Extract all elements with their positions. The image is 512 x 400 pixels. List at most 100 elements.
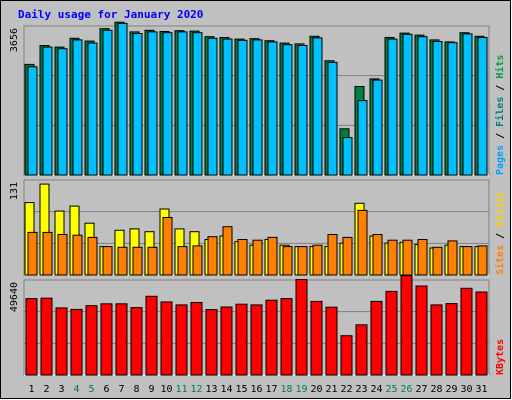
bar-top-files-11 — [177, 31, 188, 176]
bar-bottom-kbytes-8 — [130, 307, 143, 376]
bar-top-files-17 — [267, 41, 278, 176]
legend-kbytes: KBytes — [495, 339, 506, 375]
bar-middle-sites-14 — [222, 226, 233, 276]
day-label-20: 20 — [310, 384, 322, 395]
day-label-2: 2 — [43, 384, 49, 395]
day-label-5: 5 — [88, 384, 94, 395]
bar-top-files-2 — [42, 46, 53, 176]
day-label-18: 18 — [280, 384, 292, 395]
bar-middle-sites-10 — [162, 217, 173, 276]
legend-separator: / — [495, 79, 506, 97]
bar-bottom-kbytes-27 — [415, 285, 428, 376]
bar-middle-sites-30 — [462, 246, 473, 276]
bar-bottom-kbytes-29 — [445, 303, 458, 376]
bar-top-files-15 — [237, 39, 248, 176]
bar-middle-sites-12 — [192, 245, 203, 276]
bar-top-files-4 — [72, 39, 83, 176]
bar-top-files-18 — [282, 44, 293, 176]
bar-middle-sites-23 — [357, 209, 368, 276]
bar-bottom-kbytes-22 — [340, 335, 353, 376]
bar-top-files-22 — [342, 137, 353, 176]
bar-top-files-13 — [207, 37, 218, 176]
day-label-6: 6 — [103, 384, 109, 395]
bar-bottom-kbytes-28 — [430, 304, 443, 376]
bar-middle-sites-31 — [477, 245, 488, 276]
legend-separator: / — [495, 227, 506, 245]
panel-bottom-legend-label: KBytes — [495, 339, 506, 375]
legend-hits: Hits — [494, 55, 506, 79]
bar-bottom-kbytes-2 — [40, 297, 53, 376]
bar-bottom-kbytes-17 — [265, 299, 278, 376]
day-label-24: 24 — [370, 384, 382, 395]
bar-top-files-9 — [147, 31, 158, 176]
bar-bottom-kbytes-12 — [190, 302, 203, 376]
bar-middle-sites-27 — [417, 239, 428, 276]
panel-top-max-label: 3656 — [9, 28, 20, 52]
day-label-31: 31 — [475, 384, 487, 395]
bar-bottom-kbytes-31 — [475, 291, 488, 376]
bar-top-files-24 — [372, 79, 383, 176]
bar-middle-sites-20 — [312, 244, 323, 276]
bar-top-files-16 — [252, 39, 263, 176]
bar-bottom-kbytes-9 — [145, 295, 158, 376]
bar-top-files-21 — [327, 61, 338, 176]
bar-middle-sites-24 — [372, 234, 383, 276]
bar-top-files-6 — [102, 29, 113, 176]
day-label-8: 8 — [133, 384, 139, 395]
legend-separator: / — [495, 127, 506, 145]
bar-middle-sites-18 — [282, 246, 293, 276]
panel-middle-legend-label: Sites / Visits — [494, 191, 506, 275]
day-label-9: 9 — [148, 384, 154, 395]
day-label-28: 28 — [430, 384, 442, 395]
bar-bottom-kbytes-13 — [205, 309, 218, 376]
bar-bottom-kbytes-3 — [55, 307, 68, 376]
bar-middle-sites-1 — [27, 231, 38, 276]
bar-bottom-kbytes-30 — [460, 287, 473, 376]
bar-bottom-kbytes-4 — [70, 308, 83, 376]
bar-top-files-29 — [447, 42, 458, 176]
bar-top-files-28 — [432, 41, 443, 176]
day-label-14: 14 — [220, 384, 232, 395]
panel-top-legend-label: Pages / Files / Hits — [494, 55, 506, 175]
bar-bottom-kbytes-25 — [385, 290, 398, 376]
day-label-3: 3 — [58, 384, 64, 395]
bar-top-files-1 — [27, 66, 38, 176]
bar-top-files-12 — [192, 32, 203, 176]
bar-middle-sites-8 — [132, 246, 143, 276]
bar-top-files-30 — [462, 33, 473, 176]
bar-bottom-kbytes-11 — [175, 304, 188, 376]
day-label-12: 12 — [190, 384, 202, 395]
bar-bottom-kbytes-24 — [370, 300, 383, 376]
bar-middle-sites-22 — [342, 236, 353, 276]
bar-top-files-14 — [222, 38, 233, 176]
day-label-29: 29 — [445, 384, 457, 395]
day-label-13: 13 — [205, 384, 217, 395]
bar-top-files-7 — [117, 22, 128, 176]
bar-middle-sites-25 — [387, 239, 398, 276]
bar-top-files-8 — [132, 33, 143, 176]
day-label-17: 17 — [265, 384, 277, 395]
bar-middle-sites-26 — [402, 239, 413, 276]
bar-bottom-kbytes-20 — [310, 300, 323, 376]
bar-middle-sites-6 — [102, 246, 113, 276]
bar-bottom-kbytes-6 — [100, 303, 113, 376]
day-label-7: 7 — [118, 384, 124, 395]
bar-top-files-3 — [57, 48, 68, 176]
day-label-30: 30 — [460, 384, 472, 395]
bar-top-files-23 — [357, 100, 368, 176]
bar-bottom-kbytes-10 — [160, 301, 173, 376]
bar-bottom-kbytes-7 — [115, 303, 128, 376]
day-label-4: 4 — [73, 384, 79, 395]
panel-bottom-max-label: 49640 — [9, 282, 20, 312]
bar-top-files-10 — [162, 32, 173, 176]
bar-top-files-26 — [402, 33, 413, 176]
day-label-22: 22 — [340, 384, 352, 395]
bar-middle-sites-9 — [147, 246, 158, 276]
bar-bottom-kbytes-15 — [235, 303, 248, 376]
day-label-1: 1 — [28, 384, 34, 395]
bar-middle-sites-17 — [267, 236, 278, 276]
day-label-21: 21 — [325, 384, 337, 395]
panel-middle-max-label: 131 — [9, 182, 20, 200]
bar-middle-sites-11 — [177, 246, 188, 276]
